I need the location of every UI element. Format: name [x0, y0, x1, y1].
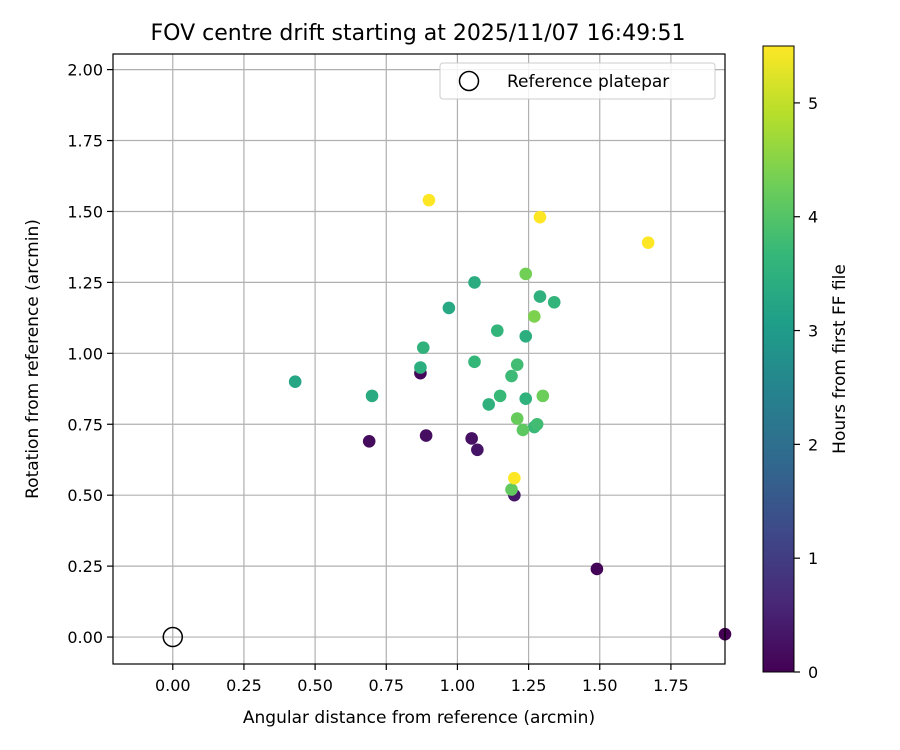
- data-point: [547, 295, 561, 309]
- x-tick-label: 1.00: [440, 676, 476, 695]
- data-point: [471, 443, 484, 457]
- colorbar-tick-label: 1: [808, 549, 818, 568]
- x-tick-label: 0.25: [226, 676, 262, 695]
- y-tick-label: 1.00: [67, 344, 103, 363]
- data-point: [516, 423, 530, 437]
- y-tick-label: 0.75: [67, 415, 103, 434]
- x-tick-label: 1.75: [653, 676, 689, 695]
- data-point: [288, 375, 302, 388]
- data-point: [416, 341, 430, 354]
- y-tick-label: 1.75: [67, 132, 103, 151]
- data-point: [490, 324, 504, 337]
- plot-frame: [112, 53, 726, 665]
- x-tick-label: 0.50: [297, 676, 333, 695]
- data-point: [641, 236, 655, 249]
- data-point: [519, 267, 533, 281]
- y-tick-label: 0.25: [67, 557, 103, 576]
- x-axis-ticks: 0.00 0.25 0.50 0.75 1.00 1.25 1.50 1.75: [155, 664, 689, 695]
- data-point: [468, 355, 481, 369]
- data-point: [422, 193, 436, 207]
- legend-box: [439, 62, 716, 100]
- colorbar-tick-label: 3: [808, 322, 818, 341]
- data-point: [527, 310, 541, 323]
- reference-marker-layer: [162, 626, 184, 648]
- colorbar-tick-label: 0: [808, 663, 818, 682]
- legend-reference-marker: [458, 70, 480, 92]
- y-tick-label: 1.25: [67, 273, 103, 292]
- y-tick-label: 1.50: [67, 202, 103, 221]
- y-tick-label: 0.00: [67, 628, 103, 647]
- reference-marker: [162, 626, 184, 648]
- x-tick-label: 0.75: [368, 676, 404, 695]
- data-point: [505, 483, 518, 496]
- colorbar-tick-label: 4: [808, 208, 818, 227]
- data-point: [442, 301, 456, 315]
- data-point: [590, 562, 604, 576]
- chart-title: FOV centre drift starting at 2025/11/07 …: [151, 21, 686, 46]
- x-tick-label: 1.25: [511, 676, 547, 695]
- grid-lines: [113, 54, 725, 664]
- colorbar-gradient: [762, 45, 795, 673]
- data-point: [493, 389, 507, 403]
- x-axis-label: Angular distance from reference (arcmin): [243, 708, 595, 728]
- y-tick-label: 0.50: [67, 486, 103, 505]
- data-point: [362, 434, 376, 448]
- x-tick-label: 0.00: [155, 676, 191, 695]
- data-point: [468, 276, 481, 289]
- data-point: [510, 358, 524, 371]
- colorbar-label: Hours from first FF file: [830, 264, 850, 454]
- data-points: [288, 193, 732, 641]
- y-axis-label: Rotation from reference (arcmin): [23, 219, 43, 499]
- data-point: [519, 392, 533, 406]
- legend: Reference platepar: [439, 62, 716, 100]
- colorbar-ticks: 0 1 2 3 4 5: [794, 94, 818, 682]
- data-point: [482, 398, 496, 411]
- colorbar: 0 1 2 3 4 5 Hours from first FF file: [762, 45, 850, 682]
- x-tick-label: 1.50: [582, 676, 618, 695]
- data-point: [505, 369, 518, 383]
- data-point: [365, 389, 379, 403]
- data-point: [530, 417, 544, 431]
- data-point: [519, 330, 533, 343]
- data-point: [419, 429, 433, 442]
- colorbar-tick-label: 2: [808, 435, 818, 454]
- data-point: [508, 471, 521, 485]
- y-axis-ticks: 0.00 0.25 0.50 0.75 1.00 1.25 1.50 1.75 2.00: [67, 61, 113, 647]
- data-point: [533, 290, 547, 303]
- colorbar-tick-label: 5: [808, 94, 818, 113]
- legend-label: Reference platepar: [507, 72, 669, 92]
- data-point: [536, 389, 550, 403]
- data-point: [414, 361, 427, 374]
- data-point: [510, 412, 524, 425]
- data-point: [533, 210, 547, 224]
- y-tick-label: 2.00: [67, 61, 103, 80]
- data-point: [465, 432, 478, 445]
